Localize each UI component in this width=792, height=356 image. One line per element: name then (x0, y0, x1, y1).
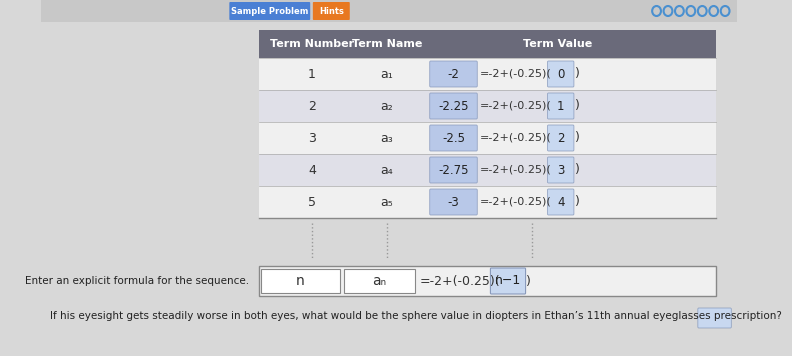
Text: 2: 2 (308, 99, 316, 112)
Text: a₄: a₄ (380, 163, 393, 177)
Text: ): ) (575, 99, 580, 112)
FancyBboxPatch shape (259, 90, 716, 122)
Text: 2: 2 (557, 131, 565, 145)
Text: -2.5: -2.5 (442, 131, 465, 145)
Text: -2.75: -2.75 (438, 163, 469, 177)
FancyBboxPatch shape (259, 122, 716, 154)
Text: =-2+(-0.25)(: =-2+(-0.25)( (480, 197, 551, 207)
FancyBboxPatch shape (430, 93, 478, 119)
Text: -2: -2 (447, 68, 459, 80)
Text: =-2+(-0.25)(: =-2+(-0.25)( (480, 101, 551, 111)
FancyBboxPatch shape (430, 189, 478, 215)
Text: Sample Problem: Sample Problem (231, 6, 308, 16)
FancyBboxPatch shape (259, 186, 716, 218)
Text: a₁: a₁ (380, 68, 393, 80)
Text: Enter an explicit formula for the sequence.: Enter an explicit formula for the sequen… (25, 276, 249, 286)
Text: ): ) (575, 163, 580, 177)
FancyBboxPatch shape (259, 154, 716, 186)
Text: Hints: Hints (319, 6, 344, 16)
Text: 3: 3 (557, 163, 565, 177)
Text: 4: 4 (557, 195, 565, 209)
FancyBboxPatch shape (261, 269, 340, 293)
FancyBboxPatch shape (430, 157, 478, 183)
FancyBboxPatch shape (259, 58, 716, 90)
Text: aₙ: aₙ (372, 274, 386, 288)
Text: =-2+(-0.25)(: =-2+(-0.25)( (419, 274, 500, 288)
Text: Term Number: Term Number (270, 39, 354, 49)
Text: =-2+(-0.25)(: =-2+(-0.25)( (480, 133, 551, 143)
Text: 3: 3 (308, 131, 316, 145)
FancyBboxPatch shape (430, 125, 478, 151)
FancyBboxPatch shape (41, 0, 737, 22)
Text: ): ) (575, 68, 580, 80)
Text: If his eyesight gets steadily worse in both eyes, what would be the sphere value: If his eyesight gets steadily worse in b… (50, 311, 782, 321)
Text: a₂: a₂ (380, 99, 393, 112)
FancyBboxPatch shape (547, 125, 574, 151)
FancyBboxPatch shape (313, 2, 350, 20)
Text: 1: 1 (308, 68, 316, 80)
Text: -2.25: -2.25 (438, 99, 469, 112)
FancyBboxPatch shape (490, 268, 526, 294)
FancyBboxPatch shape (259, 30, 716, 58)
Text: 5: 5 (308, 195, 316, 209)
FancyBboxPatch shape (547, 189, 574, 215)
Text: n−1: n−1 (495, 274, 521, 288)
Text: a₅: a₅ (380, 195, 393, 209)
Text: n: n (296, 274, 305, 288)
Text: -3: -3 (447, 195, 459, 209)
FancyBboxPatch shape (547, 61, 574, 87)
FancyBboxPatch shape (230, 2, 310, 20)
Text: 1: 1 (557, 99, 565, 112)
FancyBboxPatch shape (547, 157, 574, 183)
Text: =-2+(-0.25)(: =-2+(-0.25)( (480, 165, 551, 175)
Text: a₃: a₃ (380, 131, 393, 145)
FancyBboxPatch shape (698, 308, 731, 328)
Text: Term Name: Term Name (352, 39, 422, 49)
FancyBboxPatch shape (430, 61, 478, 87)
Text: ): ) (527, 274, 531, 288)
Text: ): ) (575, 131, 580, 145)
Text: 0: 0 (557, 68, 565, 80)
Text: Term Value: Term Value (524, 39, 592, 49)
Text: 4: 4 (308, 163, 316, 177)
FancyBboxPatch shape (259, 266, 716, 296)
FancyBboxPatch shape (345, 269, 415, 293)
Text: ): ) (575, 195, 580, 209)
FancyBboxPatch shape (547, 93, 574, 119)
Text: =-2+(-0.25)(: =-2+(-0.25)( (480, 69, 551, 79)
